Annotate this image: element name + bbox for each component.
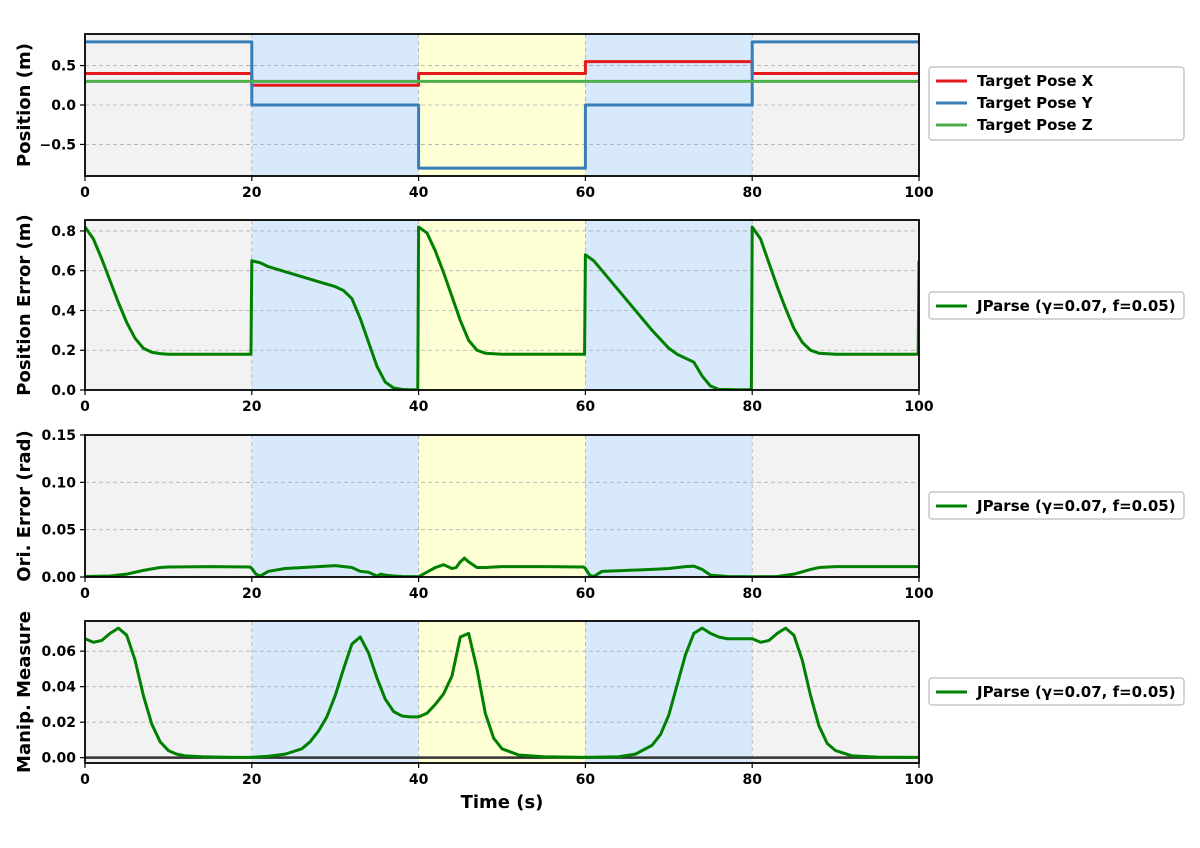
x-tick-label: 60	[576, 586, 596, 602]
legend: Target Pose X Target Pose Y Target Pose Z	[928, 66, 1185, 141]
legend: JParse (γ=0.07, f=0.05)	[928, 677, 1185, 706]
background-band	[585, 220, 753, 390]
background-band	[752, 435, 919, 577]
y-tick-label: 0.00	[41, 570, 76, 586]
axes-frame	[84, 620, 920, 764]
legend: JParse (γ=0.07, f=0.05)	[928, 291, 1185, 320]
legend-box	[928, 677, 1185, 706]
x-tick-label: 100	[904, 399, 933, 415]
panel-3: 0.00 0.05 0.10 0.15 0 20 40 60 80 100 Ori. Error (…	[14, 428, 1185, 602]
background-band	[418, 220, 586, 390]
y-tick-label: 0.15	[41, 428, 76, 444]
series-line-1	[85, 556, 919, 577]
x-tick-label: 20	[242, 185, 262, 201]
background-band	[85, 435, 252, 577]
x-tick-label: 0	[80, 399, 90, 415]
y-tick-label: 0.04	[41, 680, 76, 696]
x-tick-label: 100	[904, 185, 933, 201]
x-tick-label: 80	[742, 586, 762, 602]
y-axis-label: Position Error (m)	[14, 214, 35, 395]
panel-2: 0.0 0.2 0.4 0.6 0.8 0 20 40 60 80 100 Position Erro…	[14, 214, 1185, 415]
background-band	[585, 621, 753, 763]
legend: JParse (γ=0.07, f=0.05)	[928, 491, 1185, 520]
x-tick-label: 40	[409, 399, 429, 415]
y-axis-label: Ori. Error (rad)	[14, 430, 35, 581]
x-tick-label: 60	[576, 185, 596, 201]
y-tick-label: 0.10	[41, 475, 76, 491]
y-tick-label: 0.4	[51, 303, 76, 319]
x-tick-label: 0	[80, 772, 90, 788]
y-tick-label: 0.6	[51, 264, 76, 280]
series-line-1	[85, 626, 919, 759]
y-tick-label: 0.00	[41, 751, 76, 767]
legend-box	[928, 291, 1185, 320]
y-tick-label: 0.0	[51, 383, 76, 399]
x-tick-label: 80	[742, 772, 762, 788]
x-tick-label: 40	[409, 586, 429, 602]
y-tick-label: 0.5	[51, 59, 76, 75]
y-tick-label: 0.05	[41, 523, 76, 539]
axes-frame	[84, 434, 920, 578]
legend-box	[928, 66, 1185, 141]
x-tick-label: 40	[409, 772, 429, 788]
x-axis-label: Time (s)	[461, 792, 544, 813]
background-band	[418, 621, 586, 763]
y-tick-label: 0.8	[51, 224, 76, 240]
legend-entry-label: JParse (γ=0.07, f=0.05)	[976, 297, 1176, 315]
legend-box	[928, 491, 1185, 520]
background-band	[85, 220, 252, 390]
y-tick-label: 0.2	[51, 343, 76, 359]
series-line-2	[85, 40, 919, 170]
x-tick-label: 20	[242, 586, 262, 602]
series-line-1	[85, 225, 919, 390]
background-band	[418, 435, 586, 577]
background-band	[752, 621, 919, 763]
x-tick-label: 100	[904, 586, 933, 602]
panel-4: 0.00 0.02 0.04 0.06 0 20 40 60 80 100 Manip. Measu…	[14, 611, 1185, 813]
background-band	[85, 34, 252, 176]
y-tick-label: −0.5	[39, 137, 76, 153]
background-band	[85, 621, 252, 763]
x-tick-label: 20	[242, 399, 262, 415]
background-band	[251, 435, 419, 577]
legend-entry-label: Target Pose X	[977, 72, 1094, 90]
x-tick-label: 80	[742, 399, 762, 415]
x-tick-label: 60	[576, 772, 596, 788]
x-tick-label: 0	[80, 185, 90, 201]
y-tick-label: 0.0	[51, 98, 76, 114]
panel-1: −0.5 0.0 0.5 0 20 40 60 80 100 Position (m) Target…	[14, 33, 1185, 201]
x-tick-label: 20	[242, 772, 262, 788]
legend-entry-label: Target Pose Z	[977, 116, 1093, 134]
x-tick-label: 40	[409, 185, 429, 201]
x-tick-label: 100	[904, 772, 933, 788]
legend-entry-label: JParse (γ=0.07, f=0.05)	[976, 683, 1176, 701]
x-tick-label: 80	[742, 185, 762, 201]
axes-frame	[84, 219, 920, 391]
chart-panels: −0.5 0.0 0.5 0 20 40 60 80 100 Position (m) Target…	[14, 33, 1185, 813]
legend-entry-label: Target Pose Y	[977, 94, 1094, 112]
background-band	[585, 435, 753, 577]
background-band	[752, 220, 919, 390]
background-band	[251, 220, 419, 390]
x-tick-label: 60	[576, 399, 596, 415]
legend-entry-label: JParse (γ=0.07, f=0.05)	[976, 497, 1176, 515]
y-axis-label: Position (m)	[14, 43, 35, 167]
x-tick-label: 0	[80, 586, 90, 602]
y-tick-label: 0.02	[41, 715, 76, 731]
y-tick-label: 0.06	[41, 644, 76, 660]
y-axis-label: Manip. Measure	[14, 611, 35, 773]
